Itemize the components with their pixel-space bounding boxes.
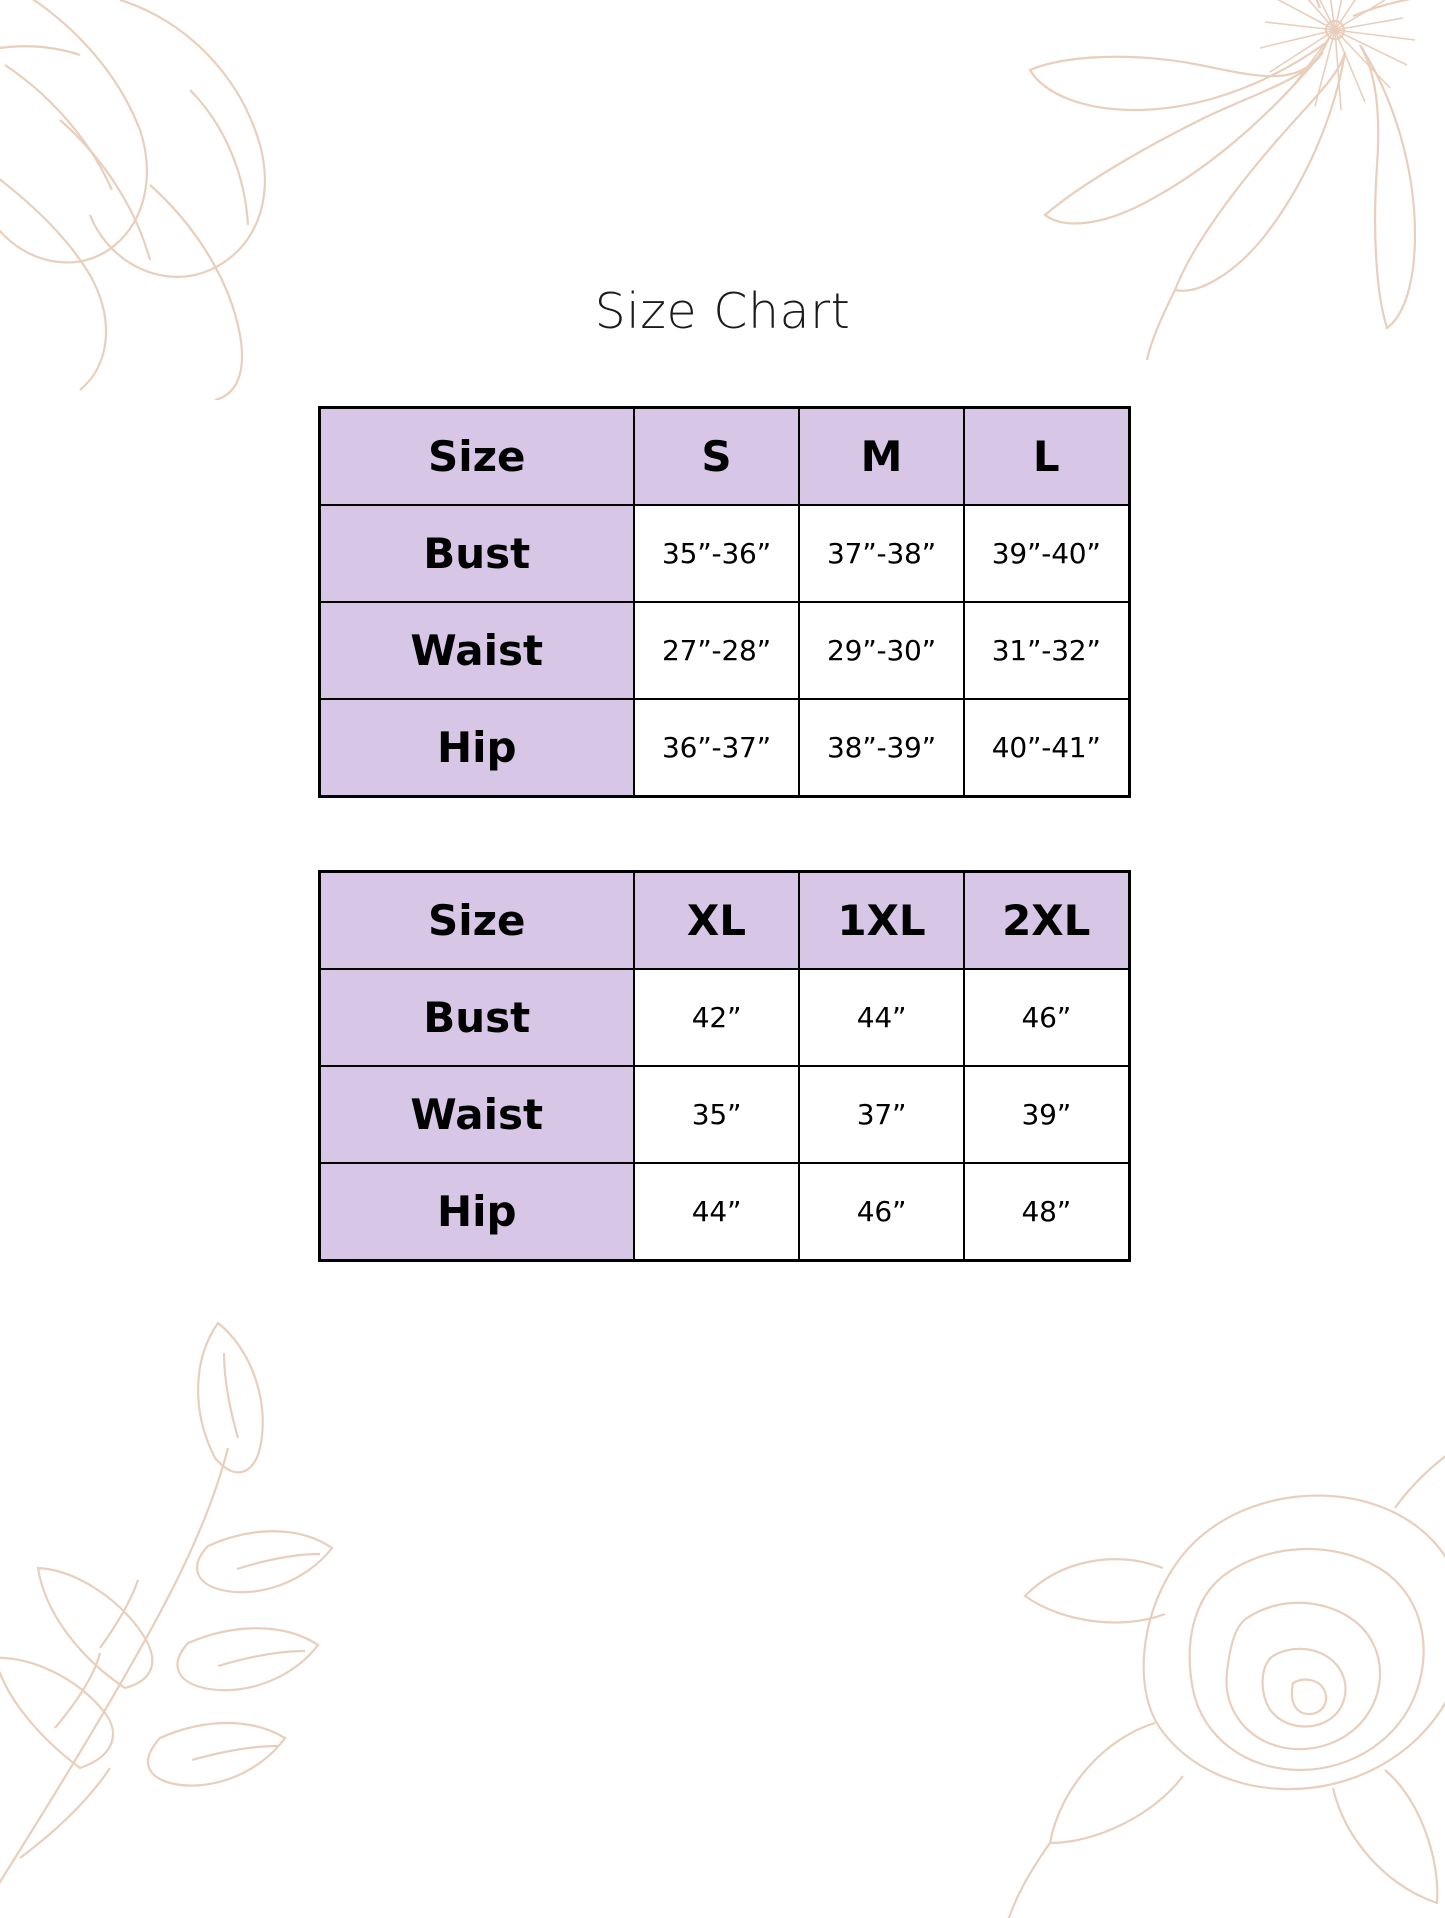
row-label-waist: Waist bbox=[318, 601, 635, 700]
cell-bust-m: 37”-38” bbox=[798, 504, 965, 603]
table-header-row: Size XL 1XL 2XL bbox=[318, 870, 1130, 970]
cell-waist-m: 29”-30” bbox=[798, 601, 965, 700]
size-table-standard: Size S M L Bust 35”-36” 37”-38” 39”-40” … bbox=[317, 406, 1131, 798]
table-row: Hip 36”-37” 38”-39” 40”-41” bbox=[318, 698, 1130, 798]
cell-waist-l: 31”-32” bbox=[963, 601, 1130, 700]
table-row: Bust 42” 44” 46” bbox=[318, 968, 1130, 1067]
row-label-bust: Bust bbox=[318, 968, 635, 1067]
table-row: Waist 27”-28” 29”-30” 31”-32” bbox=[318, 601, 1130, 700]
cell-hip-1xl: 46” bbox=[798, 1162, 965, 1262]
header-cell-size: Size bbox=[318, 870, 635, 970]
cell-waist-xl: 35” bbox=[633, 1065, 800, 1164]
cell-hip-xl: 44” bbox=[633, 1162, 800, 1262]
cell-bust-l: 39”-40” bbox=[963, 504, 1130, 603]
floral-decoration-bottom-left bbox=[0, 1298, 400, 1918]
cell-waist-s: 27”-28” bbox=[633, 601, 800, 700]
row-label-bust: Bust bbox=[318, 504, 635, 603]
cell-waist-1xl: 37” bbox=[798, 1065, 965, 1164]
row-label-hip: Hip bbox=[318, 1162, 635, 1262]
size-table-extended: Size XL 1XL 2XL Bust 42” 44” 46” Waist 3… bbox=[317, 870, 1131, 1262]
cell-hip-l: 40”-41” bbox=[963, 698, 1130, 798]
row-label-hip: Hip bbox=[318, 698, 635, 798]
header-cell-l: L bbox=[963, 406, 1130, 506]
cell-bust-xl: 42” bbox=[633, 968, 800, 1067]
header-cell-2xl: 2XL bbox=[963, 870, 1130, 970]
size-table-extended-wrapper: Size XL 1XL 2XL Bust 42” 44” 46” Waist 3… bbox=[317, 870, 1131, 1262]
floral-decoration-bottom-right bbox=[955, 1318, 1445, 1918]
page-title: Size Chart bbox=[594, 283, 851, 340]
cell-bust-1xl: 44” bbox=[798, 968, 965, 1067]
table-row: Hip 44” 46” 48” bbox=[318, 1162, 1130, 1262]
header-cell-m: M bbox=[798, 406, 965, 506]
table-row: Bust 35”-36” 37”-38” 39”-40” bbox=[318, 504, 1130, 603]
cell-waist-2xl: 39” bbox=[963, 1065, 1130, 1164]
header-cell-xl: XL bbox=[633, 870, 800, 970]
cell-hip-2xl: 48” bbox=[963, 1162, 1130, 1262]
cell-bust-s: 35”-36” bbox=[633, 504, 800, 603]
header-cell-1xl: 1XL bbox=[798, 870, 965, 970]
header-cell-size: Size bbox=[318, 406, 635, 506]
header-cell-s: S bbox=[633, 406, 800, 506]
table-row: Waist 35” 37” 39” bbox=[318, 1065, 1130, 1164]
table-header-row: Size S M L bbox=[318, 406, 1130, 506]
page-content: Size Chart Size S M L Bust 35”-36” bbox=[317, 283, 1131, 1262]
cell-hip-m: 38”-39” bbox=[798, 698, 965, 798]
size-table-standard-wrapper: Size S M L Bust 35”-36” 37”-38” 39”-40” … bbox=[317, 406, 1131, 798]
cell-hip-s: 36”-37” bbox=[633, 698, 800, 798]
cell-bust-2xl: 46” bbox=[963, 968, 1130, 1067]
row-label-waist: Waist bbox=[318, 1065, 635, 1164]
